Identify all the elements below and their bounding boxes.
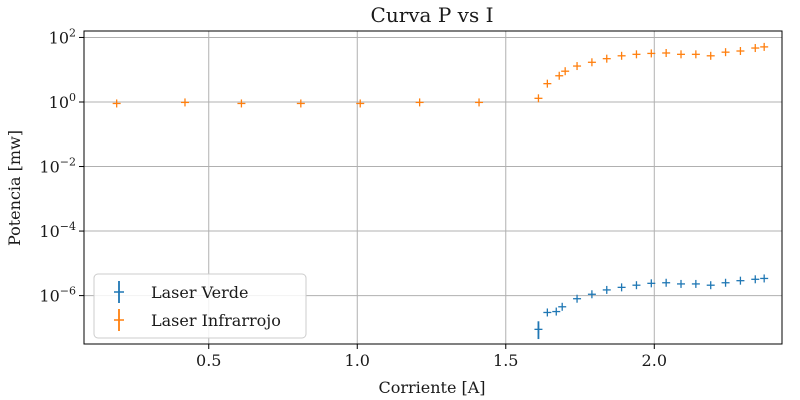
y-tick-label: 102 <box>49 26 76 47</box>
y-tick-exponent: 2 <box>69 26 76 39</box>
x-tick-label: 2.0 <box>642 351 667 370</box>
legend-symbol <box>114 281 124 303</box>
x-axis-label: Corriente [A] <box>378 378 485 397</box>
y-tick-exponent: 0 <box>69 91 76 104</box>
series-0 <box>534 274 769 340</box>
y-tick-exponent: −6 <box>60 285 76 298</box>
legend-symbol <box>114 309 124 331</box>
y-tick-exponent: −4 <box>60 220 76 233</box>
y-tick-exponent: −2 <box>60 156 76 169</box>
legend: Laser Verde Laser Infrarrojo <box>93 273 307 339</box>
legend-label-verde: Laser Verde <box>151 283 249 302</box>
y-tick-base: 10 <box>39 158 59 177</box>
y-tick-base: 10 <box>39 287 59 306</box>
x-tick-label: 0.5 <box>196 351 221 370</box>
legend-box <box>93 273 307 339</box>
series-1 <box>112 42 769 108</box>
y-tick-label: 10−4 <box>39 220 76 241</box>
y-tick-base: 10 <box>39 222 59 241</box>
x-tick-label: 1.5 <box>493 351 518 370</box>
legend-label-infrarrojo: Laser Infrarrojo <box>151 311 281 330</box>
y-tick-label: 10−2 <box>39 156 76 177</box>
y-axis-label: Potencia [mw] <box>5 130 24 246</box>
plot-frame <box>83 30 783 345</box>
y-tick-label: 100 <box>49 91 76 112</box>
y-tick-label: 10−6 <box>39 285 76 306</box>
grid-layer <box>84 31 782 344</box>
legend-symbols <box>114 281 124 331</box>
y-tick-base: 10 <box>49 28 69 47</box>
chart-title: Curva P vs I <box>371 3 494 27</box>
x-tick-label: 1.0 <box>345 351 370 370</box>
data-layer <box>112 42 769 340</box>
y-tick-base: 10 <box>49 93 69 112</box>
